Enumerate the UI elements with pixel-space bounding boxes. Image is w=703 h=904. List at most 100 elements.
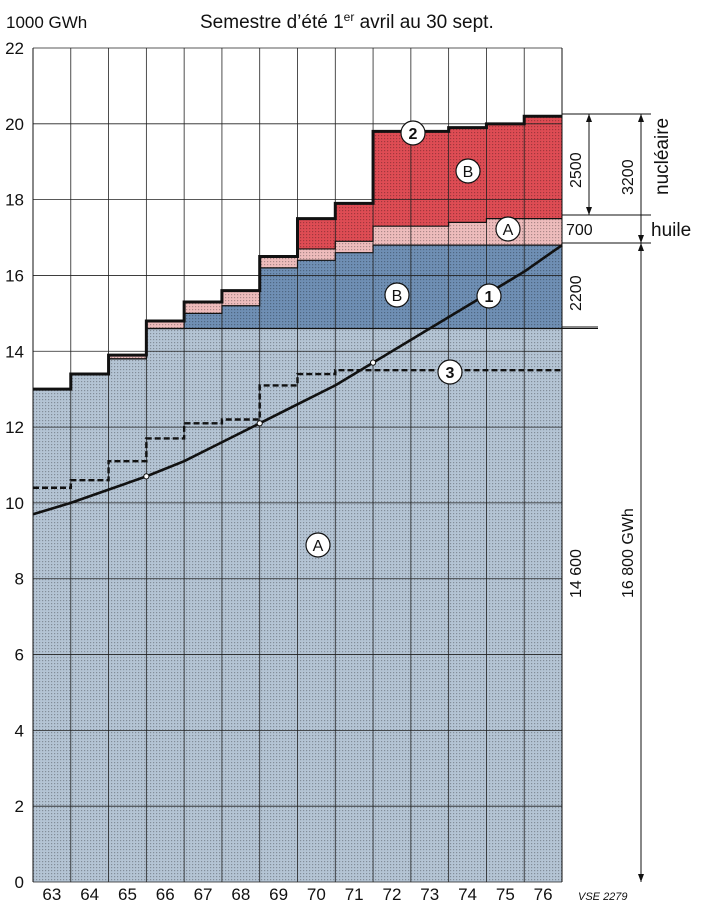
value-16800: 16 800 GWh bbox=[620, 508, 637, 598]
x-tick-label: 74 bbox=[458, 885, 477, 904]
line-1-marker bbox=[256, 420, 263, 427]
x-tick-label: 64 bbox=[80, 885, 99, 904]
area-texture-hydro_b-67 bbox=[184, 313, 223, 329]
area-texture-hydro_a-66 bbox=[146, 328, 185, 882]
x-tick-label: 65 bbox=[118, 885, 137, 904]
y-tick-label: 6 bbox=[15, 646, 24, 665]
badge-region-a-oil: A bbox=[495, 216, 521, 242]
area-texture-hydro_a-70 bbox=[297, 328, 336, 882]
area-texture-oil_a-66 bbox=[146, 320, 185, 329]
area-texture-hydro_a-63 bbox=[33, 389, 72, 882]
x-tick-label: 66 bbox=[156, 885, 175, 904]
x-axis: 63 64 65 66 67 68 69 70 71 72 73 74 75 76 bbox=[42, 885, 552, 904]
y-tick-label: 14 bbox=[5, 342, 24, 361]
x-tick-label: 70 bbox=[307, 885, 326, 904]
y-tick-label: 12 bbox=[5, 418, 24, 437]
y-tick-label: 10 bbox=[5, 494, 24, 513]
badge-region-a-oil-text: A bbox=[503, 222, 514, 239]
y-tick-label: 0 bbox=[15, 873, 24, 892]
dimension-markers bbox=[562, 113, 651, 882]
area-texture-oil_a-71 bbox=[335, 241, 374, 253]
y-tick-label: 16 bbox=[5, 266, 24, 285]
x-tick-label: 69 bbox=[269, 885, 288, 904]
area-texture-hydro_b-71 bbox=[335, 252, 374, 329]
line-3 bbox=[33, 369, 562, 489]
area-texture-nuclear_b-73 bbox=[410, 131, 450, 227]
area-texture-oil_a-73 bbox=[410, 226, 450, 246]
area-texture-oil_a-67 bbox=[184, 301, 223, 314]
area-texture-nuclear_b-76 bbox=[524, 116, 563, 219]
badge-line-2: 2 bbox=[400, 120, 426, 146]
area-texture-oil_a-76 bbox=[524, 218, 563, 246]
stacked-areas bbox=[33, 116, 563, 882]
line-1-marker bbox=[369, 359, 377, 366]
area-texture-hydro_a-75 bbox=[486, 328, 525, 882]
chart-title-sup: er bbox=[344, 10, 355, 24]
chart-title-rest: avril au 30 sept. bbox=[354, 12, 493, 33]
area-texture-oil_a-70 bbox=[297, 248, 336, 261]
chart-title-main: Semestre d’été 1 bbox=[200, 12, 344, 33]
area-texture-oil_a-68 bbox=[221, 290, 261, 306]
y-axis-unit: 1000 GWh bbox=[6, 13, 87, 32]
y-tick-label: 2 bbox=[15, 797, 24, 816]
y-axis: 0 2 4 6 8 10 12 14 16 18 20 22 bbox=[5, 39, 24, 892]
area-texture-oil_a-72 bbox=[373, 226, 412, 246]
x-tick-label: 67 bbox=[194, 885, 213, 904]
area-texture-nuclear_b-71 bbox=[335, 203, 374, 242]
area-texture-hydro_a-76 bbox=[524, 328, 563, 882]
x-tick-label: 75 bbox=[496, 885, 515, 904]
value-3200: 3200 bbox=[620, 159, 637, 195]
y-tick-label: 22 bbox=[5, 39, 24, 58]
area-texture-hydro_a-74 bbox=[448, 328, 487, 882]
line-1-marker bbox=[143, 473, 150, 480]
area-texture-hydro_a-65 bbox=[108, 358, 147, 882]
line-1 bbox=[32, 244, 563, 516]
badge-region-a-hydro-text: A bbox=[313, 538, 324, 555]
badge-line-1-text: 1 bbox=[485, 289, 494, 306]
badge-region-a-hydro: A bbox=[305, 532, 331, 558]
badge-line-3: 3 bbox=[437, 359, 463, 385]
area-texture-nuclear_b-75 bbox=[486, 123, 525, 219]
area-texture-hydro_a-72 bbox=[373, 328, 412, 882]
x-tick-label: 76 bbox=[534, 885, 553, 904]
outline bbox=[32, 48, 598, 882]
label-nucleaire: nucléaire bbox=[652, 118, 673, 195]
label-huile: huile bbox=[651, 220, 691, 241]
area-texture-hydro_a-68 bbox=[221, 328, 261, 882]
area-texture-oil_a-65 bbox=[108, 355, 147, 359]
badge-line-3-text: 3 bbox=[446, 365, 455, 382]
area-texture-hydro_b-68 bbox=[221, 305, 261, 329]
x-tick-label: 72 bbox=[383, 885, 402, 904]
boundary-nuclear_b bbox=[33, 114, 562, 391]
badge-region-b-hydro: B bbox=[384, 282, 410, 308]
area-texture-hydro_a-71 bbox=[335, 328, 374, 882]
y-tick-label: 8 bbox=[15, 570, 24, 589]
area-texture-hydro_b-69 bbox=[259, 267, 298, 329]
x-tick-label: 63 bbox=[42, 885, 61, 904]
dimension-arrowheads bbox=[586, 114, 644, 882]
badge-line-1: 1 bbox=[476, 283, 502, 309]
value-2200: 2200 bbox=[568, 275, 585, 311]
y-tick-label: 20 bbox=[5, 115, 24, 134]
reference-code: VSE 2279 bbox=[578, 891, 628, 903]
chart-title: Semestre d’été 1er avril au 30 sept. bbox=[200, 10, 494, 33]
area-texture-nuclear_b-70 bbox=[297, 218, 336, 249]
area-texture-hydro_a-73 bbox=[410, 328, 450, 882]
area-texture-hydro_a-69 bbox=[259, 328, 298, 882]
area-texture-hydro_b-70 bbox=[297, 260, 336, 329]
area-texture-nuclear_b-72 bbox=[373, 131, 412, 227]
area-texture-hydro_b-73 bbox=[410, 245, 450, 329]
badge-region-b-hydro-text: B bbox=[392, 288, 403, 305]
y-tick-label: 18 bbox=[5, 191, 24, 210]
badge-region-b-nuclear: B bbox=[455, 158, 481, 184]
area-texture-oil_a-69 bbox=[259, 256, 298, 268]
area-texture-oil_a-74 bbox=[448, 222, 487, 246]
series-lines bbox=[32, 244, 563, 516]
badge-region-b-nuclear-text: B bbox=[463, 164, 474, 181]
x-tick-label: 73 bbox=[420, 885, 439, 904]
y-tick-label: 4 bbox=[15, 721, 24, 740]
badge-line-2-text: 2 bbox=[409, 126, 418, 143]
value-2500: 2500 bbox=[568, 152, 585, 188]
value-700: 700 bbox=[566, 222, 593, 239]
